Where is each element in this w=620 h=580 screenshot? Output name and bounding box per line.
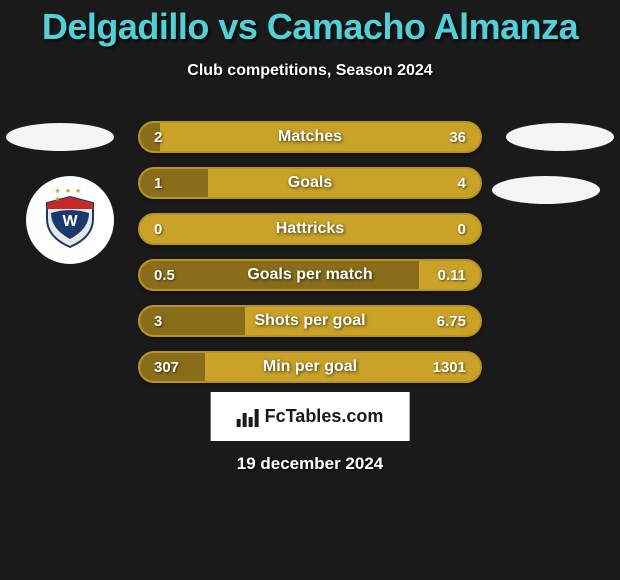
- stat-label: Shots per goal: [140, 312, 480, 330]
- stat-row: 0Hattricks0: [138, 213, 482, 245]
- stat-value-right: 1301: [433, 359, 466, 376]
- stat-row: 0.5Goals per match0.11: [138, 259, 482, 291]
- stat-label: Hattricks: [140, 220, 480, 238]
- page-title: Delgadillo vs Camacho Almanza: [0, 0, 620, 48]
- stat-value-right: 4: [458, 175, 466, 192]
- bar-chart-icon: [237, 407, 259, 427]
- club-crest: ★ ★ ★ ★ W: [39, 189, 101, 251]
- brand-text: FcTables.com: [265, 406, 384, 427]
- comparison-card: Delgadillo vs Camacho Almanza Club compe…: [0, 0, 620, 580]
- stat-value-right: 0: [458, 221, 466, 238]
- stat-value-right: 6.75: [437, 313, 466, 330]
- stat-label: Matches: [140, 128, 480, 146]
- stat-row: 307Min per goal1301: [138, 351, 482, 383]
- stat-row: 1Goals4: [138, 167, 482, 199]
- subtitle: Club competitions, Season 2024: [0, 62, 620, 80]
- crest-stars-icon: ★ ★ ★ ★: [55, 187, 86, 203]
- stat-row: 3Shots per goal6.75: [138, 305, 482, 337]
- stat-value-right: 36: [449, 129, 466, 146]
- stats-bars: 2Matches36 1Goals4 0Hattricks0 0.5Goals per…: [138, 121, 482, 397]
- brand-badge[interactable]: FcTables.com: [211, 392, 410, 441]
- club-logo-left: ★ ★ ★ ★ W: [26, 176, 114, 264]
- svg-text:W: W: [62, 213, 78, 230]
- stat-label: Goals: [140, 174, 480, 192]
- player-badge-right-bottom: [492, 176, 600, 204]
- stat-value-right: 0.11: [438, 267, 466, 284]
- stat-label: Goals per match: [140, 266, 480, 284]
- stat-row: 2Matches36: [138, 121, 482, 153]
- player-badge-left: [6, 123, 114, 151]
- stat-label: Min per goal: [140, 358, 480, 376]
- date-text: 19 december 2024: [0, 454, 620, 474]
- player-badge-right-top: [506, 123, 614, 151]
